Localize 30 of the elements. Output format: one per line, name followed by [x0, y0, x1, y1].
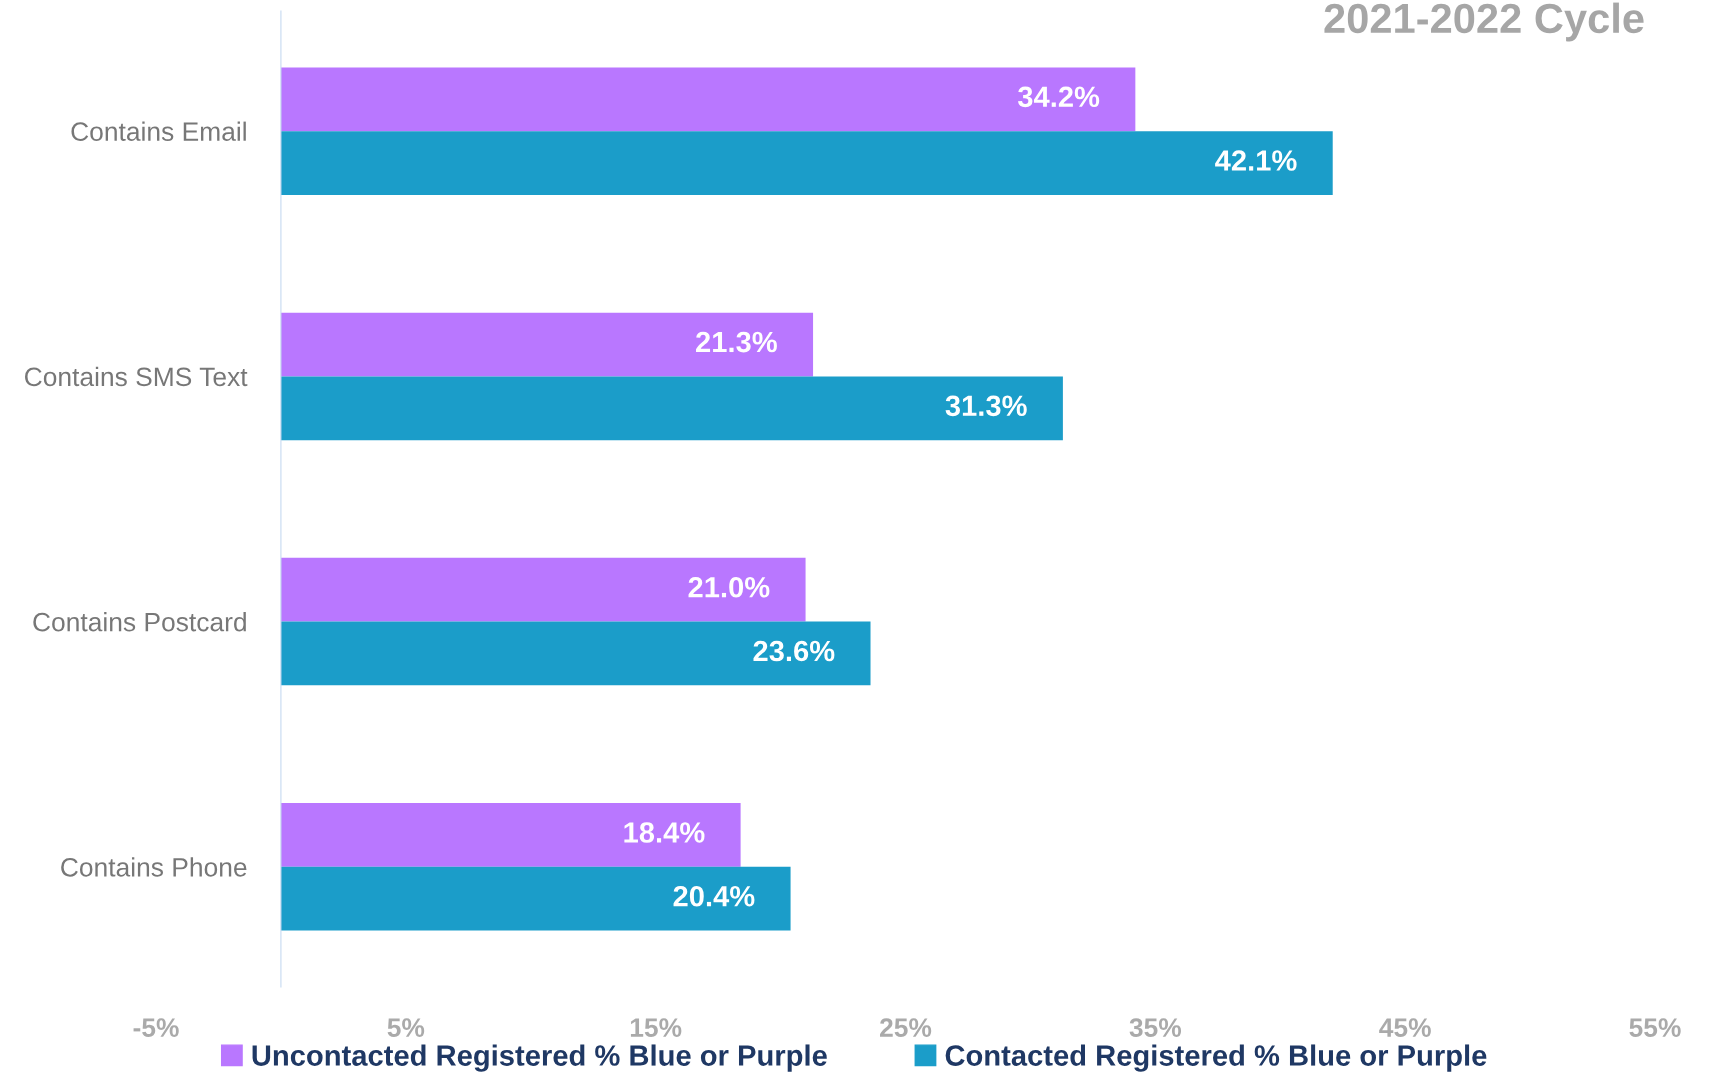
- data-label: 42.1%: [1215, 150, 1297, 171]
- bar: [280, 376, 1063, 441]
- x-tick-label: 55%: [1629, 1018, 1681, 1037]
- legend-label: Uncontacted Registered % Blue or Purple: [252, 1044, 827, 1072]
- data-label: 21.3%: [696, 331, 777, 353]
- data-label: 23.6%: [753, 640, 835, 662]
- legend-label: Contacted Registered % Blue or Purple: [945, 1044, 1487, 1072]
- bar: [280, 557, 806, 622]
- x-tick-label: -5%: [133, 1018, 179, 1037]
- y-tick-label: Contains SMS Text: [25, 366, 248, 387]
- x-tick-label: 45%: [1379, 1018, 1431, 1037]
- bar: [280, 866, 791, 931]
- y-tick-label: Contains Postcard: [33, 612, 246, 632]
- data-label: 31.3%: [945, 395, 1027, 417]
- x-tick-label: 15%: [630, 1018, 682, 1037]
- bar: [280, 803, 741, 867]
- data-label: 21.0%: [688, 576, 770, 598]
- x-tick-label: 5%: [387, 1018, 425, 1037]
- data-label: 20.4%: [673, 885, 755, 907]
- bar: [280, 312, 814, 377]
- bar: [280, 67, 1136, 132]
- data-label: 34.2%: [1017, 86, 1100, 108]
- y-tick-label: Contains Email: [71, 121, 246, 141]
- data-label: 18.4%: [624, 822, 705, 843]
- y-tick-label: Contains Phone: [61, 857, 247, 877]
- x-tick-label: 35%: [1129, 1018, 1182, 1037]
- bar: [280, 621, 871, 686]
- x-tick-label: 25%: [880, 1018, 932, 1037]
- bar: [280, 131, 1333, 195]
- chart-title: 2021-2022 Cycle: [1324, 2, 1644, 42]
